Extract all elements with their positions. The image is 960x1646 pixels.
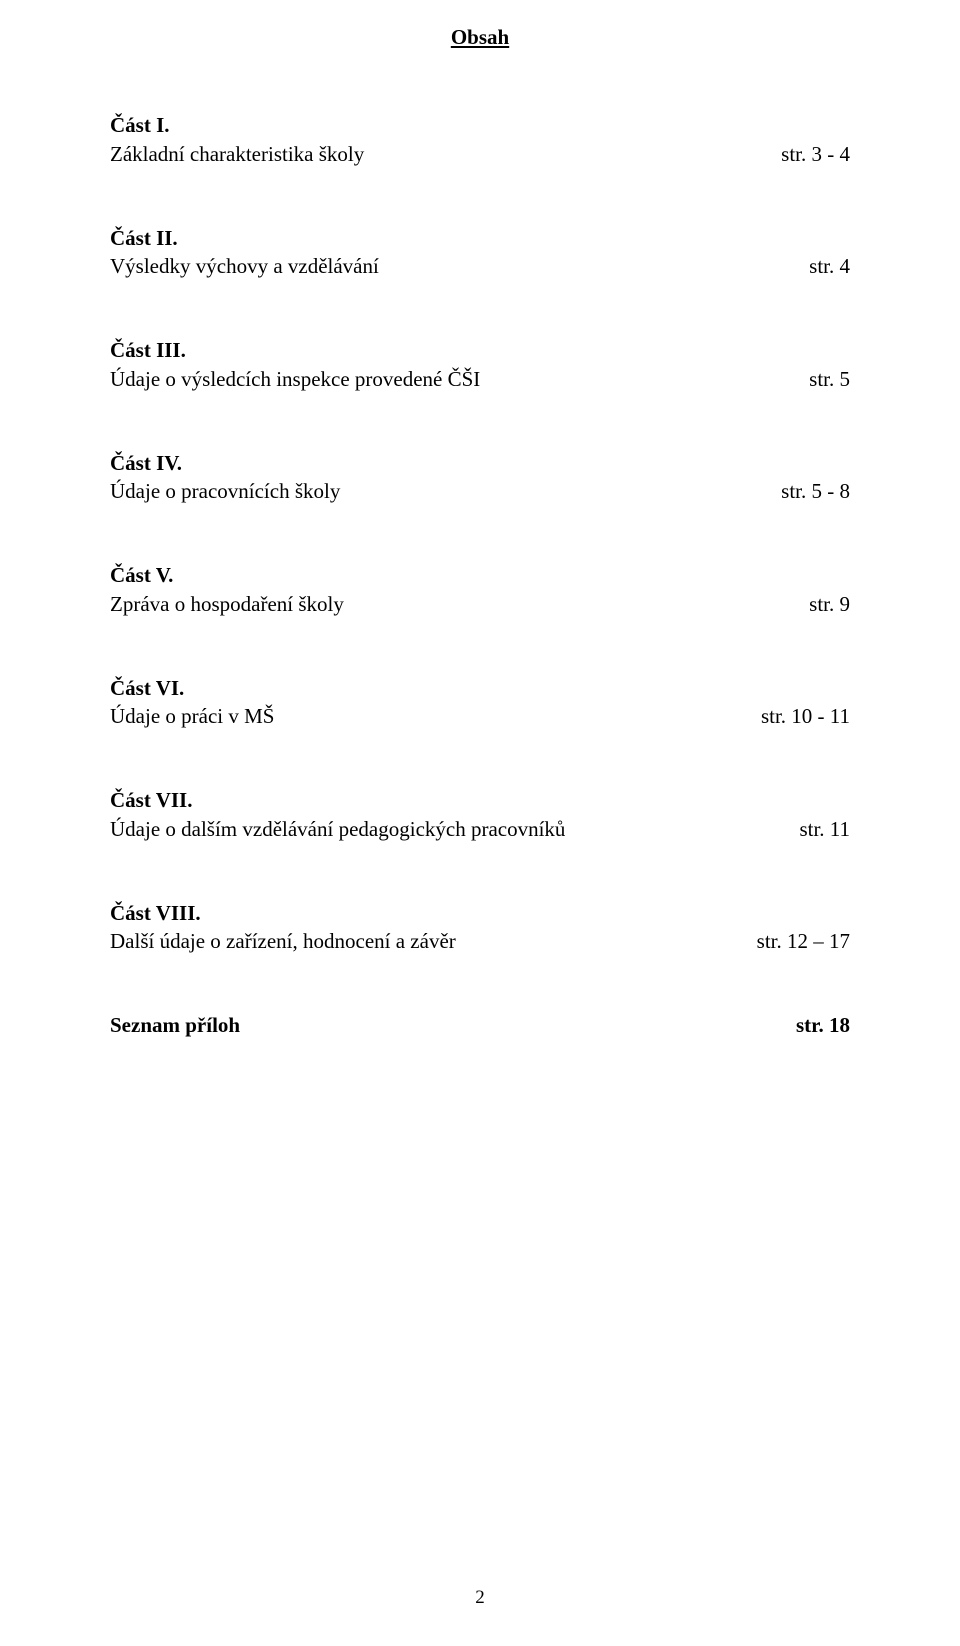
toc-entry-pageref: str. 11 <box>779 816 850 842</box>
toc-appendix: Seznam příloh str. 18 <box>110 1012 850 1040</box>
toc-section-6: Část VI. Údaje o práci v MŠ str. 10 - 11 <box>110 675 850 730</box>
toc-entry-row: Údaje o práci v MŠ str. 10 - 11 <box>110 703 850 729</box>
page-title: Obsah <box>110 24 850 50</box>
toc-section-4: Část IV. Údaje o pracovnících školy str.… <box>110 450 850 505</box>
toc-entry-label: Údaje o pracovnících školy <box>110 478 761 504</box>
toc-entry-row: Další údaje o zařízení, hodnocení a závě… <box>110 928 850 954</box>
toc-heading: Část IV. <box>110 450 850 476</box>
footer-page-number: 2 <box>0 1586 960 1610</box>
toc-entry-row: Seznam příloh str. 18 <box>110 1012 850 1040</box>
toc-entry-row: Údaje o dalším vzdělávání pedagogických … <box>110 816 850 842</box>
toc-heading: Část VIII. <box>110 900 850 926</box>
toc-entry-label: Zpráva o hospodaření školy <box>110 591 789 617</box>
toc-entry-pageref: str. 4 <box>789 253 850 279</box>
toc-entry-row: Údaje o výsledcích inspekce provedené ČŠ… <box>110 366 850 392</box>
toc-heading: Část III. <box>110 337 850 363</box>
toc-heading: Část II. <box>110 225 850 251</box>
toc-section-5: Část V. Zpráva o hospodaření školy str. … <box>110 562 850 617</box>
toc-section-2: Část II. Výsledky výchovy a vzdělávání s… <box>110 225 850 280</box>
toc-section-1: Část I. Základní charakteristika školy s… <box>110 112 850 167</box>
toc-section-8: Část VIII. Další údaje o zařízení, hodno… <box>110 900 850 955</box>
toc-heading: Část VI. <box>110 675 850 701</box>
toc-entry-pageref: str. 12 – 17 <box>737 928 850 954</box>
toc-entry-pageref: str. 3 - 4 <box>761 141 850 167</box>
toc-heading: Část I. <box>110 112 850 138</box>
toc-entry-pageref: str. 9 <box>789 591 850 617</box>
toc-entry-row: Zpráva o hospodaření školy str. 9 <box>110 591 850 617</box>
toc-entry-pageref: str. 5 - 8 <box>761 478 850 504</box>
toc-entry-label: Výsledky výchovy a vzdělávání <box>110 253 789 279</box>
toc-entry-pageref: str. 10 - 11 <box>741 703 850 729</box>
toc-entry-label: Základní charakteristika školy <box>110 141 761 167</box>
toc-appendix-pageref: str. 18 <box>776 1012 850 1038</box>
toc-entry-row: Základní charakteristika školy str. 3 - … <box>110 141 850 167</box>
toc-section-7: Část VII. Údaje o dalším vzdělávání peda… <box>110 787 850 842</box>
toc-entry-row: Výsledky výchovy a vzdělávání str. 4 <box>110 253 850 279</box>
toc-appendix-label: Seznam příloh <box>110 1012 776 1038</box>
toc-entry-label: Údaje o dalším vzdělávání pedagogických … <box>110 816 779 842</box>
toc-entry-pageref: str. 5 <box>789 366 850 392</box>
toc-section-3: Část III. Údaje o výsledcích inspekce pr… <box>110 337 850 392</box>
toc-entry-label: Údaje o práci v MŠ <box>110 703 741 729</box>
toc-heading: Část V. <box>110 562 850 588</box>
toc-heading: Část VII. <box>110 787 850 813</box>
document-page: Obsah Část I. Základní charakteristika š… <box>0 0 960 1646</box>
toc-entry-label: Údaje o výsledcích inspekce provedené ČŠ… <box>110 366 789 392</box>
toc-entry-label: Další údaje o zařízení, hodnocení a závě… <box>110 928 737 954</box>
toc-entry-row: Údaje o pracovnících školy str. 5 - 8 <box>110 478 850 504</box>
